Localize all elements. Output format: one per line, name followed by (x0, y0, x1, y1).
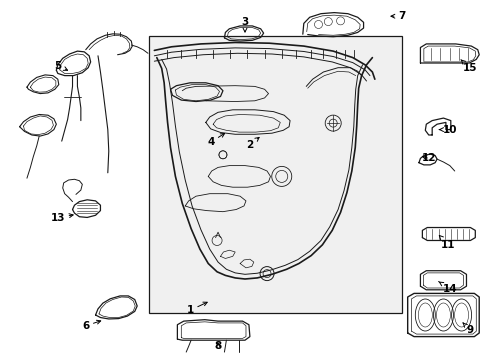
Text: 13: 13 (50, 213, 73, 223)
Text: 8: 8 (215, 341, 221, 351)
Text: 6: 6 (82, 320, 101, 331)
Text: 10: 10 (440, 125, 457, 135)
Text: 9: 9 (463, 323, 474, 336)
Text: 14: 14 (439, 282, 457, 294)
Text: 3: 3 (242, 17, 248, 32)
Text: 7: 7 (391, 11, 406, 21)
Text: 5: 5 (54, 60, 68, 71)
Text: 12: 12 (421, 153, 436, 163)
Text: 2: 2 (246, 138, 259, 150)
Text: 11: 11 (440, 235, 456, 250)
Bar (149, 36, 402, 313)
Text: 1: 1 (187, 302, 207, 315)
Text: 4: 4 (207, 134, 224, 147)
Text: 15: 15 (461, 60, 478, 73)
